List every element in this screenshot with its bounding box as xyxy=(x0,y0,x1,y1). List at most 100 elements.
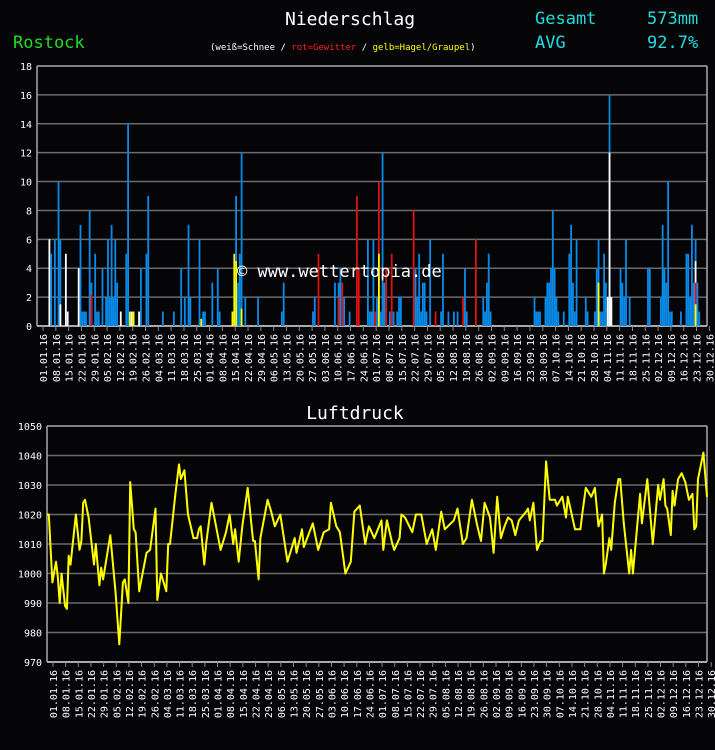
pressure-x-tick-label: 15.04.16 xyxy=(239,670,250,718)
pressure-y-tick-label: 970 xyxy=(24,658,42,669)
precip-x-tick-label: 18.03.16 xyxy=(180,334,191,382)
precip-bar-blue xyxy=(379,311,382,326)
precip-bar-blue xyxy=(237,282,239,326)
precip-y-tick-label: 4 xyxy=(26,264,32,275)
precip-x-tick-label: 16.09.16 xyxy=(513,334,524,382)
precip-bar-blue xyxy=(625,239,627,326)
pressure-x-tick-label: 02.12.16 xyxy=(657,670,668,718)
precip-bar-blue xyxy=(555,297,558,326)
precip-bar-blue xyxy=(548,282,551,326)
pressure-x-tick-label: 13.05.16 xyxy=(289,670,300,718)
precip-bar-blue xyxy=(539,311,541,326)
precip-bar-blue xyxy=(416,297,419,326)
precip-bar-blue xyxy=(553,268,556,326)
precip-bar-blue xyxy=(661,224,664,326)
precip-bar-blue xyxy=(204,311,206,326)
precip-bar-blue xyxy=(112,297,115,326)
pressure-y-tick-label: 1050 xyxy=(18,422,42,433)
precip-bar-blue xyxy=(398,297,400,326)
precip-bar-red xyxy=(462,297,464,326)
precip-bar-blue xyxy=(550,268,552,326)
precip-bar-blue xyxy=(189,297,192,326)
legend-yellow: gelb=Hagel/Graupel xyxy=(372,43,471,53)
precip-x-tick-label: 01.07.16 xyxy=(372,334,383,382)
precip-bar-blue xyxy=(648,268,651,326)
precip-bar-blue xyxy=(180,268,183,326)
precip-bar-blue xyxy=(116,282,119,326)
precip-x-tick-label: 30.12.16 xyxy=(705,334,715,382)
pressure-x-tick-label: 22.04.16 xyxy=(252,670,263,718)
precip-x-tick-label: 30.09.16 xyxy=(539,334,550,382)
pressure-x-tick-label: 05.02.16 xyxy=(112,670,123,718)
precip-x-tick-label: 20.05.16 xyxy=(295,334,306,382)
precip-bar-blue xyxy=(81,311,84,326)
pressure-x-tick-label: 29.07.16 xyxy=(429,670,440,718)
precip-bar-white xyxy=(606,297,609,326)
precip-y-tick-label: 0 xyxy=(26,322,32,333)
precip-x-tick-label: 08.07.16 xyxy=(385,334,396,382)
precip-bar-red xyxy=(475,239,477,326)
pressure-x-tick-label: 14.10.16 xyxy=(568,670,579,718)
precip-bar-blue xyxy=(381,152,384,326)
precip-bar-blue xyxy=(546,282,549,326)
precip-bar-blue xyxy=(621,282,624,326)
precip-bar-blue xyxy=(537,311,540,326)
pressure-x-tick-label: 11.11.16 xyxy=(619,670,630,718)
precip-x-tick-label: 26.08.16 xyxy=(475,334,486,382)
pressure-x-tick-label: 19.08.16 xyxy=(467,670,478,718)
precip-bar-blue xyxy=(669,311,671,326)
precip-x-tick-label: 09.12.16 xyxy=(667,334,678,382)
precip-bar-blue xyxy=(147,196,150,326)
precip-bar-blue xyxy=(544,297,547,326)
precip-x-tick-label: 13.05.16 xyxy=(282,334,293,382)
precip-bar-blue xyxy=(125,253,128,326)
precip-bar-blue xyxy=(680,311,682,326)
precip-bar-blue xyxy=(423,282,426,326)
pressure-x-tick-label: 01.01.16 xyxy=(49,670,60,718)
precip-bar-blue xyxy=(418,253,421,326)
precip-bar-blue xyxy=(348,311,351,326)
precip-bar-blue xyxy=(484,311,486,326)
pressure-x-tick-label: 07.10.16 xyxy=(555,670,566,718)
precip-bar-blue xyxy=(183,297,186,326)
precip-bar-blue xyxy=(107,239,109,326)
precip-bar-blue xyxy=(94,253,97,326)
precip-x-tick-label: 15.07.16 xyxy=(398,334,409,382)
precip-x-tick-label: 08.01.16 xyxy=(52,334,63,382)
precip-bar-blue xyxy=(101,268,104,326)
pressure-x-tick-label: 03.06.16 xyxy=(327,670,338,718)
precip-bar-white xyxy=(66,311,69,326)
precip-x-tick-label: 01.04.16 xyxy=(206,334,217,382)
pressure-x-tick-label: 30.12.16 xyxy=(707,670,715,718)
precip-bar-yellow xyxy=(694,304,697,326)
pressure-x-tick-label: 04.11.16 xyxy=(606,670,617,718)
precip-x-tick-label: 05.02.16 xyxy=(103,334,114,382)
precip-x-tick-label: 22.07.16 xyxy=(411,334,422,382)
pressure-y-tick-label: 990 xyxy=(24,599,42,610)
precip-bar-white xyxy=(48,239,51,326)
pressure-x-tick-label: 22.01.16 xyxy=(87,670,98,718)
precip-x-tick-label: 22.01.16 xyxy=(77,334,88,382)
precip-x-tick-label: 05.08.16 xyxy=(436,334,447,382)
precip-x-tick-label: 28.10.16 xyxy=(590,334,601,382)
precip-x-tick-label: 16.12.16 xyxy=(680,334,691,382)
pressure-x-tick-label: 15.01.16 xyxy=(74,670,85,718)
precip-x-tick-label: 08.04.16 xyxy=(218,334,229,382)
precip-bar-blue xyxy=(482,297,485,326)
pressure-x-tick-label: 08.04.16 xyxy=(226,670,237,718)
pressure-x-tick-label: 23.12.16 xyxy=(695,670,706,718)
pressure-x-tick-label: 26.02.16 xyxy=(150,670,161,718)
precip-x-tick-label: 19.02.16 xyxy=(129,334,140,382)
station-name: Rostock xyxy=(13,33,85,53)
precip-bar-blue xyxy=(692,282,695,326)
precip-bar-blue xyxy=(442,253,444,326)
pressure-x-tick-label: 27.05.16 xyxy=(315,670,326,718)
pressure-title: Luftdruck xyxy=(306,403,404,424)
precip-x-tick-label: 17.06.16 xyxy=(347,334,358,382)
precip-bar-red xyxy=(390,253,393,326)
precip-bar-white xyxy=(608,152,611,326)
precip-bar-red xyxy=(385,268,388,326)
precip-bar-red xyxy=(317,253,320,326)
precip-x-tick-label: 11.03.16 xyxy=(167,334,178,382)
